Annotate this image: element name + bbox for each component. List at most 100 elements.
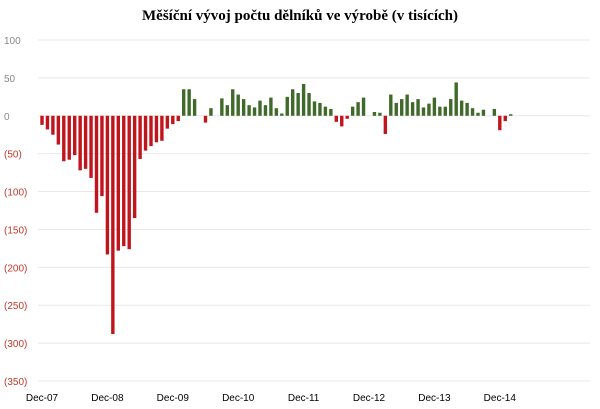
bar: [503, 115, 507, 122]
y-axis: 100 50 0 (50) (100) (150) (200) (250) (300) (350): [4, 36, 27, 388]
y-tick-label: (50): [4, 150, 22, 161]
bar: [105, 115, 110, 255]
bar: [291, 89, 295, 116]
bar: [45, 115, 50, 130]
bar: [329, 108, 333, 116]
bar: [241, 99, 246, 116]
x-tick-label: Dec-11: [288, 393, 320, 404]
x-tick-label: Dec-13: [418, 393, 451, 404]
bar: [149, 115, 153, 147]
bar: [389, 94, 393, 116]
bar: [231, 89, 235, 116]
bar: [89, 115, 93, 178]
y-tick-label: 100: [4, 36, 21, 47]
y-tick-label: (150): [4, 225, 27, 236]
bar: [400, 99, 404, 116]
bar: [83, 115, 88, 169]
x-tick-label: Dec-08: [91, 393, 124, 404]
bar: [356, 102, 360, 116]
bar: [143, 115, 148, 151]
bar: [361, 97, 366, 116]
bar: [116, 115, 120, 251]
grid-layer: [38, 39, 590, 382]
bar: [73, 115, 77, 156]
bar: [258, 100, 262, 116]
bar: [340, 115, 344, 127]
bar: [160, 115, 164, 141]
bar: [394, 102, 398, 116]
bar: [220, 98, 224, 116]
bar: [94, 115, 99, 213]
bar: [280, 113, 284, 116]
bar: [171, 115, 175, 125]
bar: [154, 115, 159, 143]
bar: [192, 99, 197, 116]
bar: [236, 94, 240, 116]
bar: [274, 108, 279, 116]
bar: [165, 115, 170, 129]
bar: [187, 89, 191, 116]
bar: [416, 99, 420, 116]
bar: [443, 106, 447, 116]
bar: [225, 105, 229, 116]
bar: [372, 111, 377, 116]
bar: [301, 83, 306, 116]
bar: [465, 102, 469, 116]
bar: [122, 115, 126, 247]
y-tick-label: (350): [4, 377, 27, 388]
bar: [182, 89, 186, 116]
bar: [405, 94, 409, 116]
bar: [111, 115, 115, 335]
bar: [209, 108, 213, 116]
y-tick-label: (200): [4, 263, 27, 274]
bar: [345, 115, 349, 119]
bar: [509, 114, 513, 116]
x-tick-label: Dec-09: [157, 393, 190, 404]
bar: [350, 106, 355, 116]
bar: [481, 109, 486, 116]
bar: [62, 115, 66, 162]
bar: [454, 82, 458, 116]
bar: [40, 115, 44, 125]
bar: [492, 108, 497, 116]
bar: [263, 105, 268, 116]
bar: [470, 108, 475, 116]
bar: [498, 115, 502, 131]
bar: [100, 115, 104, 197]
bar: [432, 97, 437, 116]
y-tick-label: 0: [4, 112, 10, 123]
x-tick-label: Dec-14: [484, 393, 517, 404]
bar: [203, 115, 208, 123]
bar: [421, 107, 426, 116]
bar: [410, 102, 415, 116]
bar: [138, 115, 142, 159]
bar: [132, 115, 137, 219]
bar: [307, 93, 311, 116]
bar: [378, 112, 382, 116]
y-tick-label: 50: [4, 74, 16, 85]
bar: [56, 115, 61, 145]
y-tick-label: (250): [4, 301, 27, 312]
bar: [334, 115, 338, 122]
bar: [67, 115, 71, 160]
bar: [383, 115, 388, 134]
bars: [40, 82, 513, 335]
x-axis: Dec-07 Dec-08 Dec-09 Dec-10 Dec-11 Dec-12 Dec-…: [26, 393, 516, 404]
bar: [247, 105, 251, 116]
y-tick-label: (300): [4, 339, 27, 350]
bar: [323, 106, 328, 116]
bar: [285, 96, 289, 116]
x-tick-label: Dec-10: [222, 393, 255, 404]
bar: [269, 97, 273, 116]
bar: [449, 99, 453, 116]
bar: [312, 101, 317, 116]
x-tick-label: Dec-07: [26, 393, 59, 404]
bar: [127, 115, 131, 250]
x-tick-label: Dec-12: [353, 393, 386, 404]
bar: [78, 115, 82, 171]
bar: [318, 102, 322, 116]
chart-title: Měšíční vývoj počtu dělníků ve výrobě (v…: [142, 8, 458, 24]
bar: [459, 100, 464, 116]
